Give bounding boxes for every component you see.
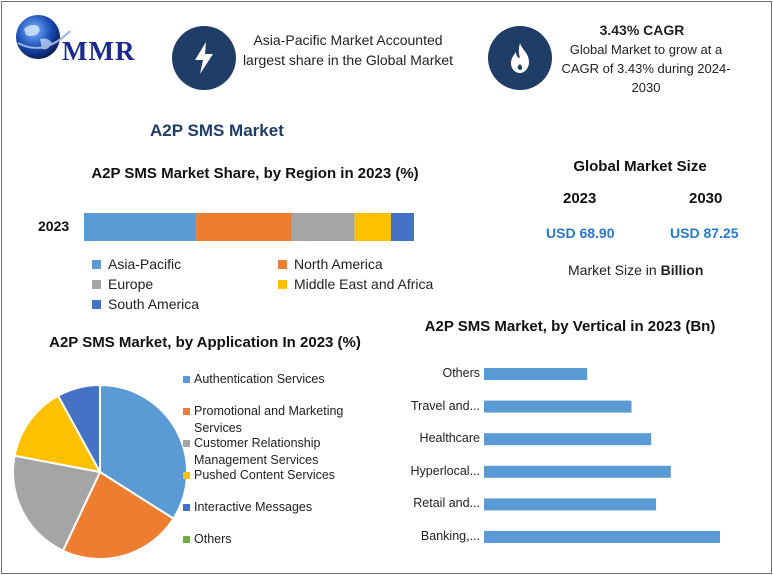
asia-pacific-share-text: Asia-Pacific Market Accounted largest sh… [242,32,454,68]
legend-label: Europe [108,276,154,292]
legend-south-america: South America [92,296,199,312]
pie-slice-interactive-messages [56,386,101,473]
brand-logo-text: MMR [62,36,136,66]
market-size-year-2023: 2023 [563,190,597,207]
legend-swatch [183,504,190,511]
page-title: A2P SMS Market [150,121,284,140]
legend-promotional-marketing: Promotional and Marketing Services [183,403,368,437]
bar-segment-europe [291,213,355,241]
market-size-year-2030: 2030 [689,190,723,207]
bar-segment-north-america [196,213,292,241]
vertical-chart-title: A2P SMS Market, by Vertical in 2023 (Bn) [424,318,716,335]
legend-label: Others [194,532,232,546]
legend-europe: Europe [92,276,153,292]
vertical-category-label: Healthcare [419,431,480,446]
legend-asia-pacific: Asia-Pacific [92,256,181,272]
vertical-category-label: Others [442,366,480,380]
legend-swatch [92,299,101,309]
legend-swatch [278,259,287,269]
legend-label: Promotional and Marketing Services [194,404,344,435]
legend-north-america: North America [278,256,383,272]
vertical-bar-hyperlocal [484,465,671,478]
vertical-bar-banking [484,531,720,543]
legend-swatch [183,472,190,479]
legend-label: Interactive Messages [194,500,313,514]
vertical-bar-chart [484,368,720,543]
vertical-category-label: Banking,... [420,529,480,543]
market-size-unit-note: Market Size in Billion [568,262,703,278]
legend-label: South America [108,296,200,312]
vertical-category-label: Travel and... [410,398,480,413]
globe-logo-icon [16,15,71,59]
vertical-bar-others [484,368,588,380]
market-size-value-2023: USD 68.90 [546,225,615,241]
legend-swatch [92,259,101,269]
legend-pushed-content: Pushed Content Services [183,467,363,484]
cagr-description: Global Market to grow at a CAGR of 3.43%… [561,42,731,95]
legend-others: Others [183,531,363,548]
bar-segment-south-america [390,213,414,241]
pie-slice-pushed-content-services [13,394,102,474]
market-size-title: Global Market Size [573,158,707,175]
vertical-category-label: Hyperlocal... [410,463,480,478]
legend-middle-east-africa: Middle East and Africa [278,276,433,292]
vertical-bar-retail-and [484,498,657,511]
vertical-bar-travel-and [484,400,632,413]
legend-swatch [183,376,190,383]
cagr-title: 3.43% CAGR [599,22,685,38]
market-size-value-2030: USD 87.25 [670,225,739,241]
application-chart-title: A2P SMS Market, by Application In 2023 (… [49,334,361,351]
legend-swatch [92,279,101,289]
region-stacked-bar [84,213,414,241]
legend-label: Authentication Services [194,372,325,386]
legend-label: Pushed Content Services [194,468,336,482]
vertical-category-label: Retail and... [413,496,480,511]
legend-swatch [278,279,287,289]
flame-icon [488,26,552,90]
legend-customer-relationship: Customer Relationship Management Service… [183,435,343,469]
market-size-unit-prefix: Market Size in [568,262,661,278]
market-size-unit: Billion [660,262,704,278]
region-chart-category-label: 2023 [38,218,70,234]
legend-swatch [183,440,190,447]
legend-authentication-services: Authentication Services [183,371,363,388]
legend-label: North America [294,256,383,272]
legend-interactive-messages: Interactive Messages [183,499,363,516]
legend-swatch [183,536,190,543]
bar-segment-asia-pacific [84,213,197,241]
vertical-bar-healthcare [484,433,652,446]
lightning-bolt-icon [172,26,236,90]
legend-label: Asia-Pacific [108,256,182,272]
region-chart-title: A2P SMS Market Share, by Region in 2023 … [91,165,419,182]
pie-slice-customer-relationship-management-services [12,454,102,553]
legend-swatch [183,408,190,415]
legend-label: Customer Relationship Management Service… [194,436,321,467]
legend-label: Middle East and Africa [294,276,434,292]
bar-segment-middle-east-and-africa [354,213,391,241]
application-pie-chart [12,386,188,560]
